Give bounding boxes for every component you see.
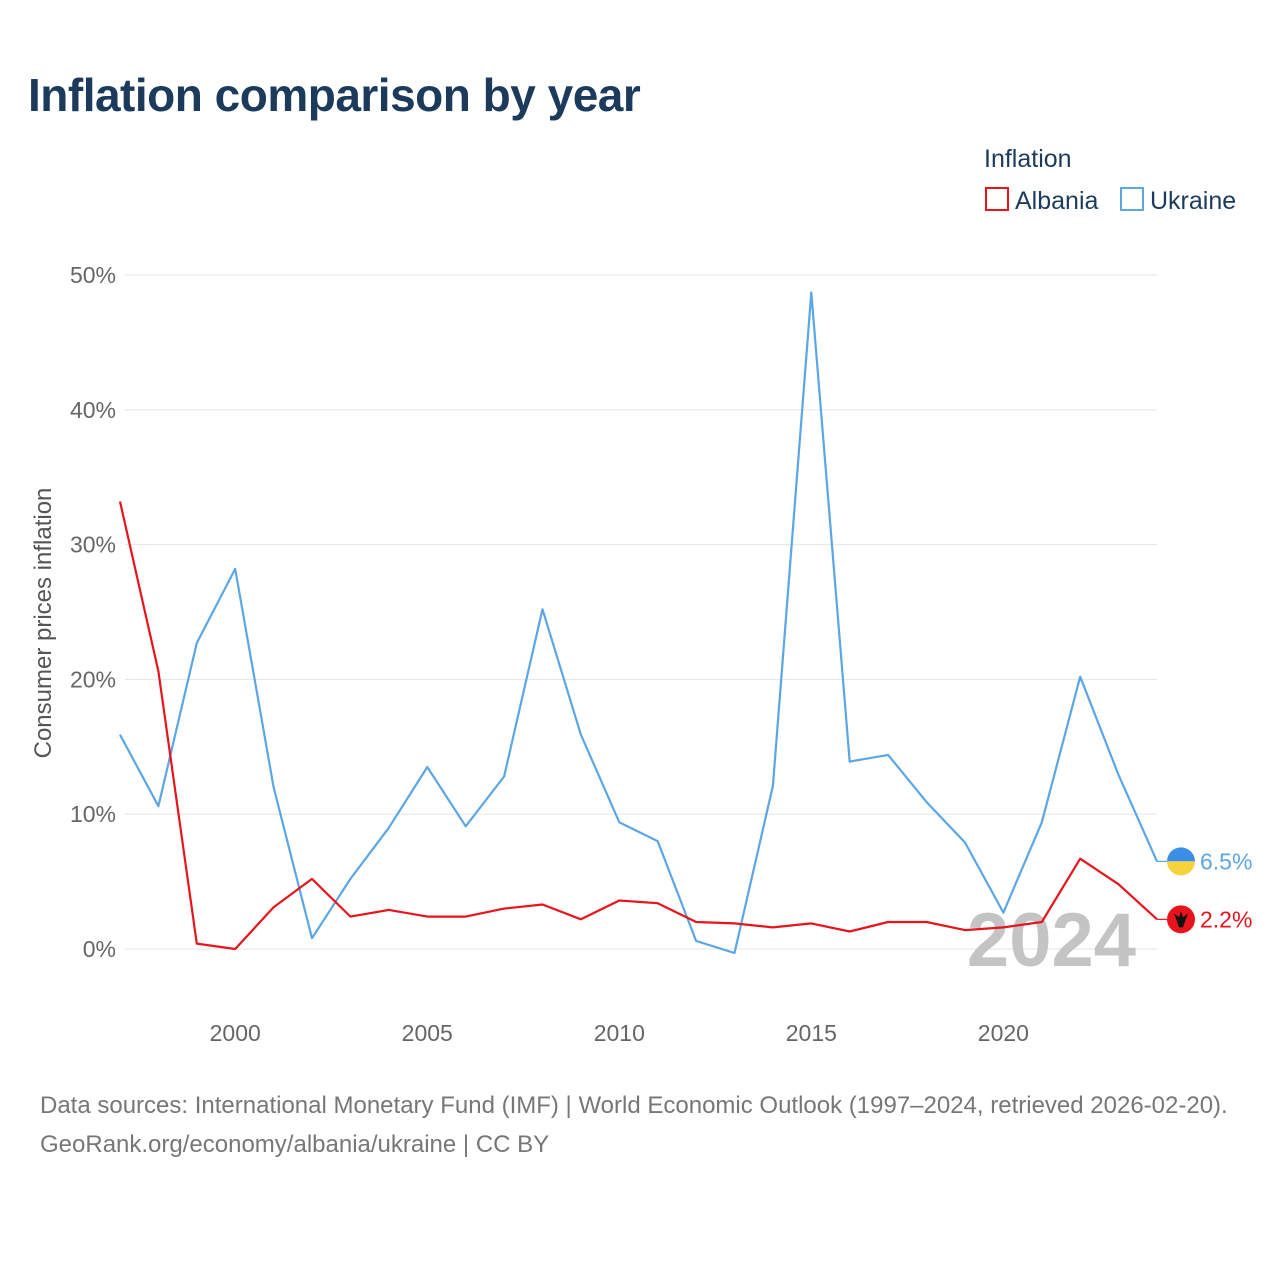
y-tick-label: 0% [83, 936, 116, 962]
series-line-albania [118, 501, 1158, 951]
x-axis-ticks: 2000 2005 2010 2015 2020 [210, 1020, 1029, 1046]
y-tick-label: 40% [70, 397, 116, 423]
gridlines [125, 274, 1157, 950]
page-title: Inflation comparison by year [28, 69, 641, 121]
end-label-albania: 2.2% [1200, 906, 1252, 932]
legend[interactable]: Inflation Albania Ukraine [984, 145, 1236, 215]
series-lines [118, 291, 1159, 955]
credit-link[interactable]: GeoRank.org/economy/albania/ukraine | CC… [40, 1131, 550, 1158]
flag-bottom-ukraine [1167, 861, 1195, 876]
legend-item-albania[interactable]: Albania [985, 187, 1098, 215]
y-tick-label: 10% [70, 801, 116, 827]
y-axis-title: Consumer prices inflation [30, 488, 57, 759]
line-chart: 0% 10% 20% 30% 40% 50% 2000 2005 2010 2015 2020 C… [30, 145, 1252, 1046]
x-tick-label: 2015 [786, 1020, 837, 1046]
year-watermark: 2024 [967, 898, 1136, 983]
legend-swatch-ukraine [1120, 187, 1144, 211]
legend-label-ukraine: Ukraine [1150, 187, 1236, 215]
legend-item-ukraine[interactable]: Ukraine [1120, 187, 1236, 215]
y-tick-label: 20% [70, 666, 116, 692]
end-markers: 2.2% 6.5% [1157, 847, 1252, 934]
legend-title: Inflation [984, 145, 1072, 173]
y-axis-ticks: 0% 10% 20% 30% 40% 50% [70, 262, 116, 962]
eagle-icon [1174, 911, 1188, 928]
legend-swatch-albania [985, 187, 1009, 211]
x-tick-label: 2000 [210, 1020, 261, 1046]
footer: Data sources: International Monetary Fun… [40, 1086, 1250, 1164]
y-tick-label: 50% [70, 262, 116, 288]
legend-label-albania: Albania [1015, 187, 1098, 215]
x-tick-label: 2005 [402, 1020, 453, 1046]
y-tick-label: 30% [70, 532, 116, 558]
data-sources-note: Data sources: International Monetary Fun… [40, 1092, 1228, 1119]
end-label-ukraine: 6.5% [1200, 848, 1252, 874]
x-tick-label: 2010 [594, 1020, 645, 1046]
flag-top-ukraine [1167, 847, 1195, 862]
x-tick-label: 2020 [978, 1020, 1029, 1046]
series-line-ukraine [119, 291, 1159, 955]
